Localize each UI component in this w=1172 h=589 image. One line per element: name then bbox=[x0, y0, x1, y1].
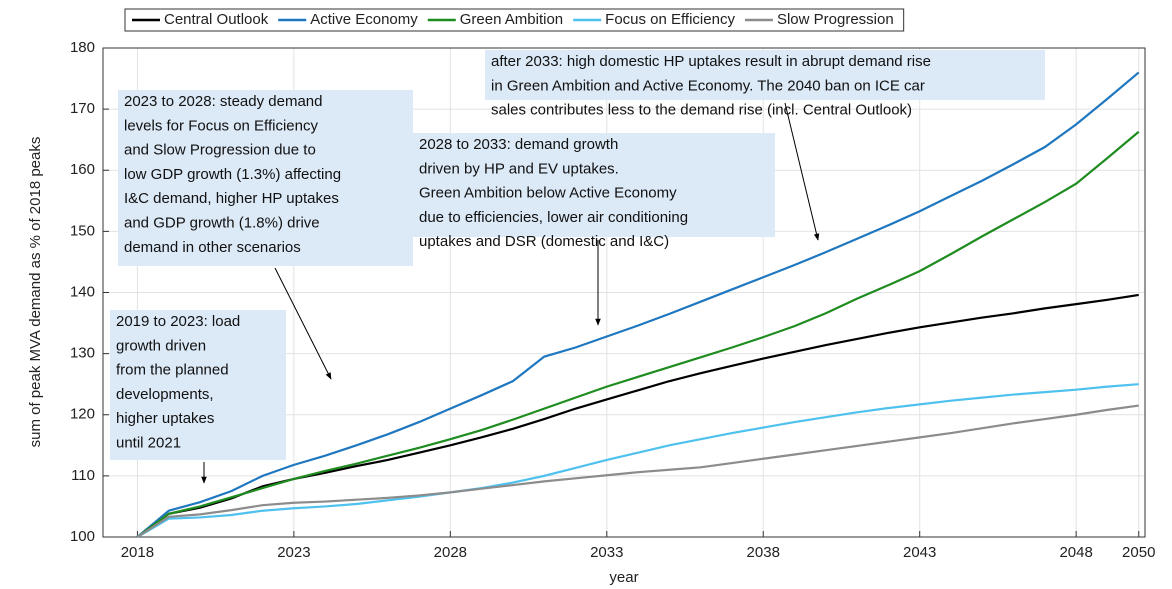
annotation-arrow bbox=[784, 102, 820, 241]
annotation-text: and GDP growth (1.8%) drive bbox=[124, 214, 320, 231]
y-tick-label: 150 bbox=[70, 222, 95, 239]
x-tick-label: 2028 bbox=[434, 544, 467, 561]
annotation-text: 2019 to 2023: load bbox=[116, 313, 240, 330]
legend-label: Active Economy bbox=[310, 11, 418, 28]
legend-label: Slow Progression bbox=[777, 11, 894, 28]
annotation-text: low GDP growth (1.3%) affecting bbox=[124, 166, 341, 183]
annotation-text: higher uptakes bbox=[116, 410, 214, 427]
annotation: 2028 to 2033: demand growth driven by HP … bbox=[413, 133, 775, 250]
annotation-text: Green Ambition below Active Economy bbox=[419, 185, 677, 202]
annotation-text: until 2021 bbox=[116, 434, 181, 451]
annotation-text: after 2033: high domestic HP uptakes res… bbox=[491, 53, 931, 70]
annotation-text: levels for Focus on Efficiency bbox=[124, 117, 318, 134]
legend-label: Central Outlook bbox=[164, 11, 269, 28]
annotation-box bbox=[110, 310, 286, 460]
annotation-text: from the planned bbox=[116, 362, 229, 379]
y-tick-label: 100 bbox=[70, 528, 95, 545]
legend-box bbox=[124, 8, 905, 32]
y-tick-label: 120 bbox=[70, 406, 95, 423]
annotation-box bbox=[485, 50, 1045, 100]
x-tick-label: 2048 bbox=[1059, 544, 1092, 561]
annotation-text: due to efficiencies, lower air condition… bbox=[419, 209, 688, 226]
plot-frame bbox=[102, 47, 1146, 538]
x-tick-label: 2023 bbox=[277, 544, 310, 561]
annotation: 2023 to 2028: steady demand levels for Fo… bbox=[118, 90, 413, 266]
x-tick-label: 2038 bbox=[747, 544, 780, 561]
annotation-arrow bbox=[274, 267, 332, 380]
annotation-text: I&C demand, higher HP uptakes bbox=[124, 190, 339, 207]
x-tick-label: 2033 bbox=[590, 544, 623, 561]
x-axis-label: year bbox=[609, 569, 638, 586]
x-tick-label: 2050 bbox=[1122, 544, 1155, 561]
x-tick-label: 2043 bbox=[903, 544, 936, 561]
annotation-text: 2023 to 2028: steady demand bbox=[124, 93, 323, 110]
legend-label: Green Ambition bbox=[460, 11, 563, 28]
annotation-text: and Slow Progression due to bbox=[124, 142, 316, 159]
series-line bbox=[136, 130, 1140, 538]
annotation-box bbox=[413, 133, 775, 237]
y-tick-label: 140 bbox=[70, 283, 95, 300]
annotation-text: demand in other scenarios bbox=[124, 239, 301, 256]
y-axis-label: sum of peak MVA demand as % of 2018 peak… bbox=[27, 137, 44, 448]
annotation-text: growth driven bbox=[116, 337, 206, 354]
y-tick-label: 110 bbox=[71, 467, 95, 484]
series-line bbox=[136, 404, 1139, 538]
series-line bbox=[136, 383, 1139, 538]
y-tick-label: 170 bbox=[70, 100, 95, 117]
series-line bbox=[136, 71, 1140, 538]
y-tick-label: 130 bbox=[70, 345, 95, 362]
annotation-text: driven by HP and EV uptakes. bbox=[419, 160, 619, 177]
annotation-text: 2028 to 2033: demand growth bbox=[419, 136, 618, 153]
y-tick-label: 160 bbox=[70, 161, 95, 178]
annotation: after 2033: high domestic HP uptakes res… bbox=[485, 50, 1045, 119]
annotation-text: uptakes and DSR (domestic and I&C) bbox=[419, 233, 669, 250]
legend: Central Outlook Active Economy Green Ambit… bbox=[124, 8, 905, 32]
annotation-text: in Green Ambition and Active Economy. Th… bbox=[491, 77, 925, 94]
annotation: 2019 to 2023: load growth driven from the … bbox=[110, 310, 286, 460]
annotation-text: sales contributes less to the demand ris… bbox=[491, 102, 912, 119]
x-tick-label: 2018 bbox=[121, 544, 154, 561]
legend-label: Focus on Efficiency bbox=[605, 11, 735, 28]
y-tick-label: 180 bbox=[70, 39, 95, 56]
annotation-text: developments, bbox=[116, 386, 214, 403]
annotation-box bbox=[118, 90, 413, 266]
